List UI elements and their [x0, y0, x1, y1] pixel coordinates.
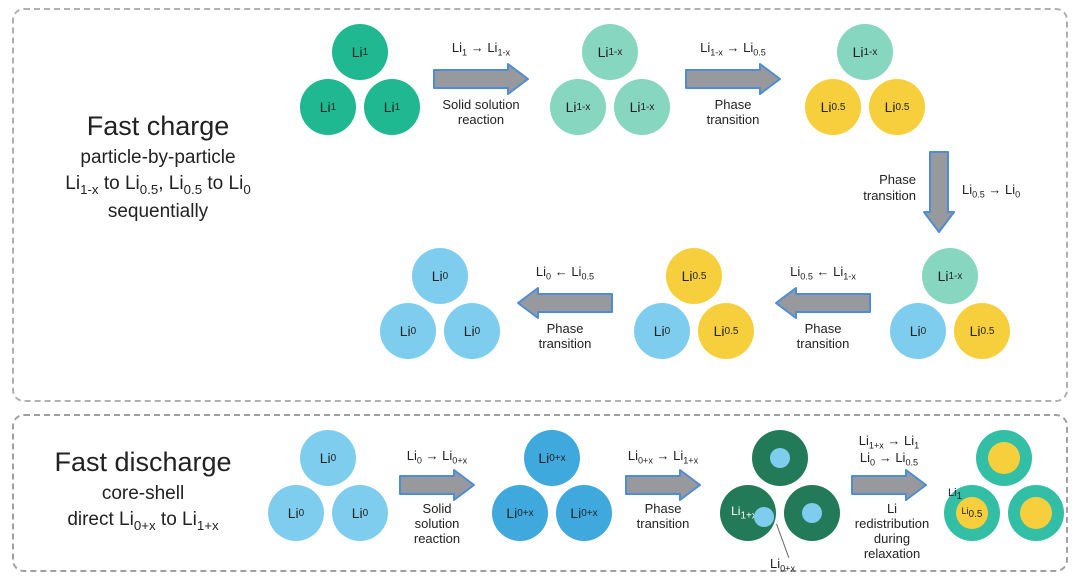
particle-li05: Li0.5: [954, 303, 1010, 359]
arrow-left-icon: [774, 286, 872, 320]
arrow-left-icon: [516, 286, 614, 320]
arrow-discharge-1: Li0 → Li0+x Solidsolutionreaction: [398, 468, 476, 502]
cluster-d1: Li0 Li0 Li0: [258, 430, 398, 550]
label-li1px: Li1+x: [731, 504, 757, 521]
arrow-label: Li0.5 → Li0: [962, 182, 1048, 201]
fast-discharge-title: Fast discharge core-shell direct Li0+x t…: [28, 446, 258, 534]
charge-sub1: particle-by-particle: [28, 146, 288, 170]
cluster-d4: Li1 Li0.5: [934, 430, 1074, 550]
arrow-charge-5: Li0 ← Li0.5 Phasetransition: [516, 286, 614, 320]
cluster-c3: Li1-x Li0.5 Li0.5: [795, 24, 935, 144]
arrow-label: Phasetransition: [684, 98, 782, 128]
particle-li1: Li1: [300, 79, 356, 135]
particle-li0: Li0: [332, 485, 388, 541]
particle-li1x: Li1-x: [614, 79, 670, 135]
particle-ring: [1008, 485, 1064, 541]
arrow-right-icon: [684, 62, 782, 96]
particle-li0x: Li0+x: [492, 485, 548, 541]
arrow-label: Li0.5 ← Li1-x: [774, 264, 872, 282]
core-yellow: [988, 442, 1020, 474]
particle-li05: Li0.5: [698, 303, 754, 359]
charge-sub3: sequentially: [28, 200, 288, 224]
particle-li0: Li0: [444, 303, 500, 359]
arrow-discharge-3: Li1+x → Li1Li0 → Li0.5 Liredistributiond…: [850, 468, 928, 502]
cluster-c1: Li1 Li1 Li1: [290, 24, 430, 144]
charge-title-main: Fast charge: [28, 110, 288, 144]
core-yellow: Li0.5: [956, 497, 988, 529]
particle-coreshell: [752, 430, 808, 486]
particle-li1x: Li1-x: [837, 24, 893, 80]
arrow-label: Phasetransition: [852, 172, 916, 203]
particle-li1: Li1: [332, 24, 388, 80]
particle-li05: Li0.5: [666, 248, 722, 304]
charge-sub2: Li1-x to Li0.5, Li0.5 to Li0: [28, 172, 288, 198]
callout-label: Li0+x: [770, 556, 795, 574]
particle-li0: Li0: [412, 248, 468, 304]
arrow-discharge-2: Li0+x → Li1+x Phasetransition: [624, 468, 702, 502]
particle-li0: Li0: [268, 485, 324, 541]
label-li1: Li1: [948, 487, 962, 502]
cluster-c2: Li1-x Li1-x Li1-x: [540, 24, 680, 144]
arrow-label: Li1 → Li1-x: [432, 40, 530, 58]
arrow-label: Solidsolutionreaction: [398, 502, 476, 547]
arrow-label: Phasetransition: [774, 322, 872, 352]
arrow-label: Solid solutionreaction: [432, 98, 530, 128]
particle-ring: Li1 Li0.5: [944, 485, 1000, 541]
particle-li1x: Li1-x: [550, 79, 606, 135]
arrow-label: Li1-x → Li0.5: [684, 40, 782, 58]
particle-li0: Li0: [300, 430, 356, 486]
arrow-label: Phasetransition: [624, 502, 702, 532]
core-small: [802, 503, 822, 523]
cluster-c5: Li0.5 Li0 Li0.5: [624, 248, 764, 368]
arrow-label: Li0 → Li0+x: [398, 448, 476, 466]
particle-li0: Li0: [380, 303, 436, 359]
particle-li1: Li1: [364, 79, 420, 135]
particle-li0: Li0: [634, 303, 690, 359]
arrow-right-icon: [624, 468, 702, 502]
arrow-label: Li0 ← Li0.5: [516, 264, 614, 282]
cluster-c4: Li1-x Li0 Li0.5: [880, 248, 1020, 368]
arrow-right-icon: [398, 468, 476, 502]
arrow-charge-2: Li1-x → Li0.5 Phasetransition: [684, 62, 782, 96]
particle-li05: Li0.5: [805, 79, 861, 135]
discharge-sub1: core-shell: [28, 482, 258, 506]
arrow-charge-4: Li0.5 ← Li1-x Phasetransition: [774, 286, 872, 320]
particle-li1x: Li1-x: [582, 24, 638, 80]
arrow-right-icon: [432, 62, 530, 96]
core-small: [754, 507, 774, 527]
particle-li05: Li0.5: [869, 79, 925, 135]
discharge-sub2: direct Li0+x to Li1+x: [28, 508, 258, 534]
core-small: [770, 448, 790, 468]
arrow-charge-3-down: Li0.5 → Li0 Phasetransition: [922, 150, 956, 234]
cluster-d2: Li0+x Li0+x Li0+x: [482, 430, 622, 550]
arrow-label: Phasetransition: [516, 322, 614, 352]
particle-ring: [976, 430, 1032, 486]
particle-li0x: Li0+x: [524, 430, 580, 486]
particle-li0x: Li0+x: [556, 485, 612, 541]
fast-charge-title: Fast charge particle-by-particle Li1-x t…: [28, 110, 288, 224]
particle-coreshell: Li1+x: [720, 485, 776, 541]
arrow-label: Li1+x → Li1Li0 → Li0.5: [850, 434, 928, 467]
label-li05: Li0.5: [962, 506, 983, 520]
arrow-label: Li0+x → Li1+x: [624, 448, 702, 466]
particle-li1x: Li1-x: [922, 248, 978, 304]
discharge-title-main: Fast discharge: [28, 446, 258, 480]
core-yellow: [1020, 497, 1052, 529]
arrow-charge-1: Li1 → Li1-x Solid solutionreaction: [432, 62, 530, 96]
cluster-c6: Li0 Li0 Li0: [370, 248, 510, 368]
particle-li0: Li0: [890, 303, 946, 359]
arrow-right-icon: [850, 468, 928, 502]
arrow-down-icon: [922, 150, 956, 234]
